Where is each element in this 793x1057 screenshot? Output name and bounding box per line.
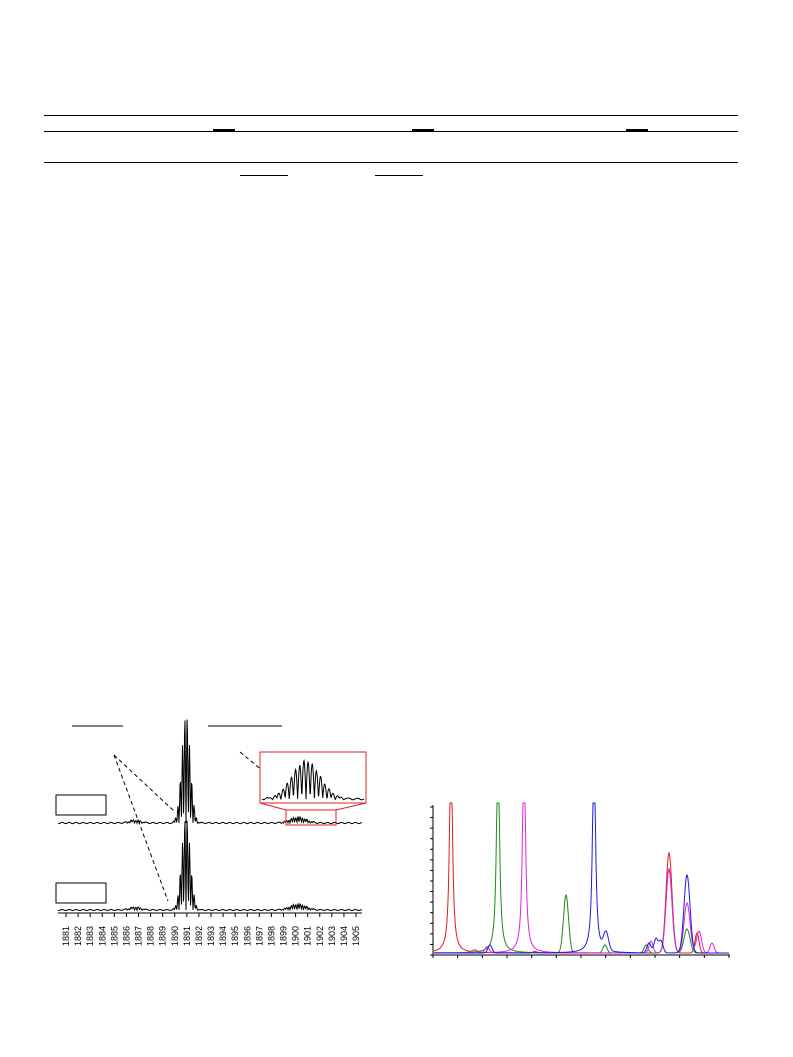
- table-header-rule: [44, 131, 738, 132]
- x-tick-label: 1901: [303, 926, 313, 946]
- x-tick-label: 1890: [170, 926, 180, 946]
- x-tick-label: 1887: [134, 926, 144, 946]
- upper-spectrum-line: [57, 719, 363, 825]
- x-tick-label: 1903: [327, 926, 337, 946]
- table-footnote-underline-1: [240, 175, 288, 176]
- mass-spectrum-figure: 1881 1882 1883 1884 1885 1886 1887 1888 1889 1890…: [55, 719, 367, 946]
- chromatogram-series: [433, 802, 729, 954]
- x-tick-label: 1895: [230, 926, 240, 946]
- x-tick-label: 1885: [109, 926, 119, 946]
- chromatogram-line-3: [434, 802, 729, 954]
- x-axis-ticks: 1881 1882 1883 1884 1885 1886 1887 1888 1889 1890…: [61, 913, 361, 946]
- chromatogram-line-1: [433, 802, 729, 954]
- zoom-inset-spectrum: [261, 758, 365, 801]
- table-group-marker-1: [213, 129, 235, 131]
- x-tick-label: 1904: [339, 926, 349, 946]
- table-group-marker-2: [412, 129, 434, 131]
- x-tick-label: 1897: [254, 926, 264, 946]
- x-tick-label: 1893: [206, 926, 216, 946]
- x-tick-label: 1888: [146, 926, 156, 946]
- x-tick-label: 1899: [279, 926, 289, 946]
- x-tick-label: 1884: [97, 926, 107, 946]
- lower-spectrum-label-box: [55, 882, 107, 904]
- x-tick-label: 1894: [218, 926, 228, 946]
- x-tick-label: 1905: [351, 926, 361, 946]
- x-tick-label: 1891: [182, 926, 192, 946]
- x-tick-label: 1882: [73, 926, 83, 946]
- chromatogram-line-2: [433, 802, 729, 954]
- upper-spectrum-label-box: [55, 794, 107, 816]
- x-tick-label: 1898: [266, 926, 276, 946]
- x-tick-label: 1892: [194, 926, 204, 946]
- lower-spectrum-line: [57, 820, 363, 912]
- x-tick-label: 1889: [158, 926, 168, 946]
- table-group-marker-3: [626, 129, 648, 131]
- chromatogram-figure: [430, 802, 730, 958]
- x-tick-label: 1902: [315, 926, 325, 946]
- zoom-region-box: [285, 809, 337, 826]
- zoom-connectors: [259, 802, 367, 811]
- table-footnote-underline-2: [375, 175, 423, 176]
- y-axis-ticks: [430, 806, 433, 956]
- x-tick-label: 1900: [291, 926, 301, 946]
- x-tick-label: 1886: [121, 926, 131, 946]
- table-bottom-rule: [44, 162, 738, 163]
- dashed-callouts: [113, 751, 281, 902]
- table-top-rule: [44, 115, 738, 116]
- x-tick-label: 1883: [85, 926, 95, 946]
- x-axis-ticks: [432, 955, 730, 958]
- x-tick-label: 1881: [61, 926, 71, 946]
- chromatogram-line-4: [434, 802, 729, 954]
- x-tick-label: 1896: [242, 926, 252, 946]
